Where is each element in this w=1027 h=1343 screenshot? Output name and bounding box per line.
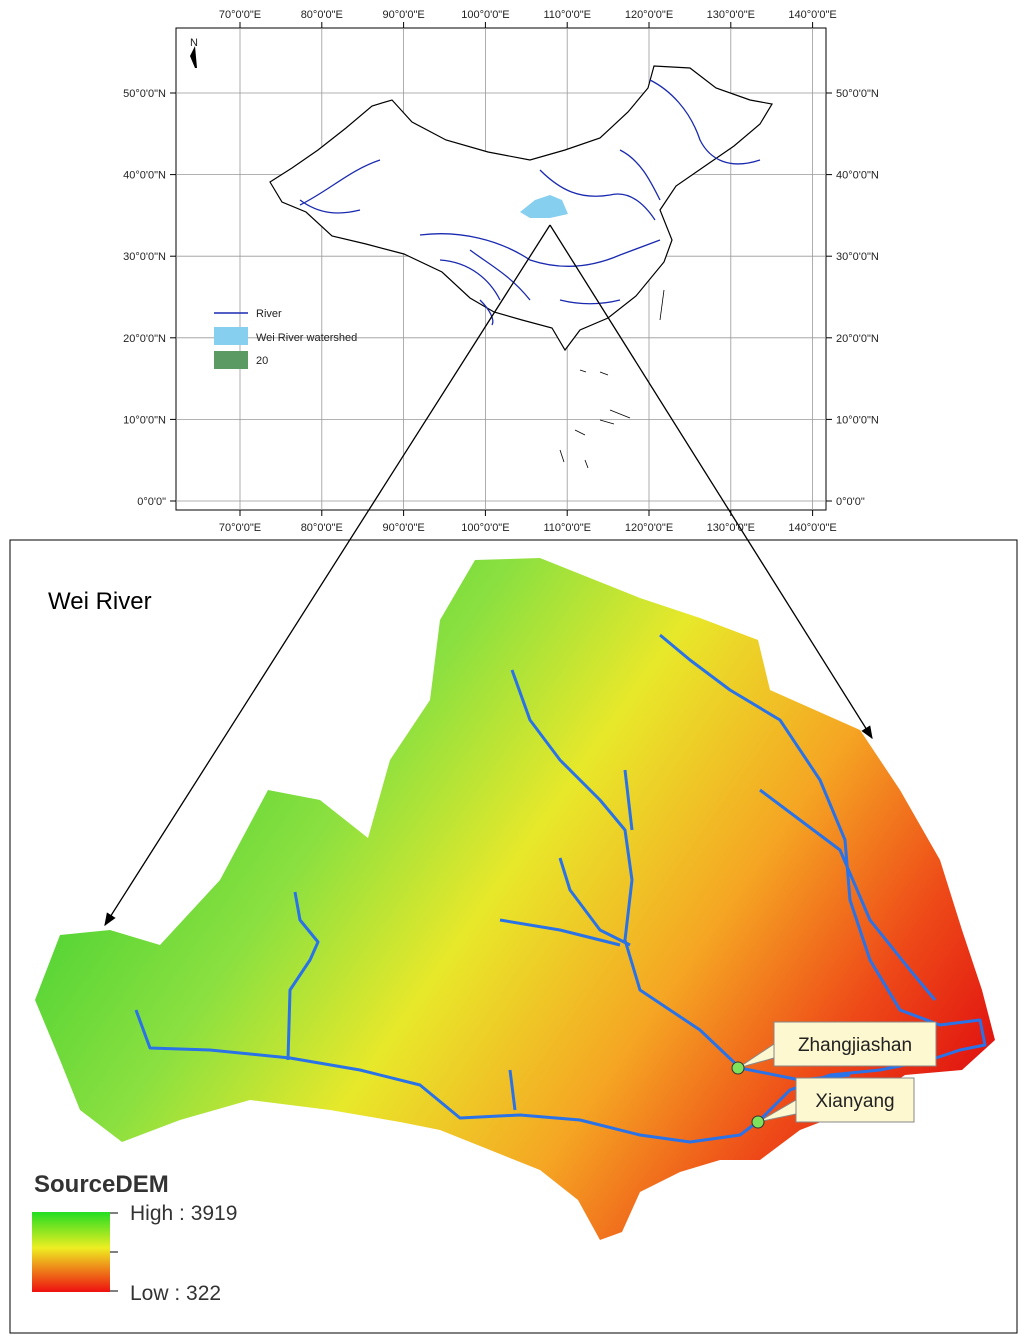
lon-label: 100°0'0"E [461,9,509,21]
lat-label: 0°0'0" [836,496,865,508]
station-label: Zhangjiashan [798,1035,912,1056]
lat-label: 0°0'0" [137,496,166,508]
lat-label: 50°0'0"N [836,88,879,100]
detail-frame [9,539,1018,1334]
lon-label: 80°0'0"E [301,522,343,534]
lon-label: 120°0'0"E [625,522,673,534]
legend-label: River [256,308,282,320]
lon-label: 130°0'0"E [707,9,755,21]
graticule: 70°0'0"E 70°0'0"E 80°0'0"E 80°0'0"E 90°0'0"E… [123,9,879,534]
lat-label: 20°0'0"N [123,333,166,345]
dem-legend-title: SourceDEM [34,1171,169,1198]
lon-label: 130°0'0"E [707,522,755,534]
lat-label: 50°0'0"N [123,88,166,100]
lon-label: 110°0'0"E [543,522,591,534]
lat-label: 20°0'0"N [836,333,879,345]
lon-label: 140°0'0"E [788,9,836,21]
stations: Zhangjiashan Xianyang [731,1021,937,1129]
lat-label: 30°0'0"N [836,251,879,263]
wei-watershed [520,195,568,218]
connector-arrow [549,224,873,740]
lon-label: 100°0'0"E [461,522,509,534]
lat-label: 40°0'0"N [123,170,166,182]
lon-label: 120°0'0"E [625,9,673,21]
lon-label: 110°0'0"E [543,9,591,21]
legend-label: Wei River watershed [256,332,357,344]
north-letter: N [190,37,198,49]
wei-rivers [134,633,987,1144]
rivers [299,79,761,326]
lon-label: 80°0'0"E [301,9,343,21]
dem-legend-high: High : 3919 [130,1202,237,1225]
station-label: Xianyang [815,1091,894,1112]
lat-label: 10°0'0"N [836,414,879,426]
north-arrow [190,46,197,68]
china-outline [269,65,773,352]
dem-legend-low: Low : 322 [130,1282,221,1305]
connector-arrow [104,224,551,927]
legend-20-swatch [214,351,248,369]
lon-label: 70°0'0"E [219,9,261,21]
lon-label: 90°0'0"E [382,522,424,534]
lon-label: 140°0'0"E [788,522,836,534]
callout-box [795,1077,915,1123]
station-marker [731,1061,745,1075]
lat-label: 10°0'0"N [123,414,166,426]
station-marker [751,1115,765,1129]
detail-title: Wei River [48,588,152,615]
callout-box [773,1021,937,1067]
islands [559,289,665,469]
lat-label: 30°0'0"N [123,251,166,263]
legend-watershed-swatch [214,327,248,345]
legend-label: 20 [256,355,268,367]
dem-legend-ramp [32,1212,110,1292]
lat-label: 40°0'0"N [836,170,879,182]
lon-label: 70°0'0"E [219,522,261,534]
lon-label: 90°0'0"E [382,9,424,21]
